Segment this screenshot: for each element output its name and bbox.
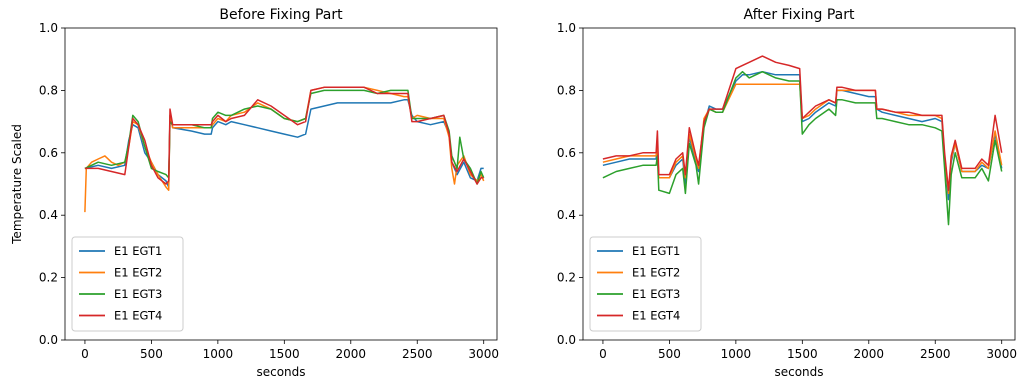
x-axis-label: seconds: [774, 365, 823, 379]
series-line-e1-egt3: [84, 89, 485, 185]
legend-label: E1 EGT4: [114, 309, 162, 323]
x-tick-label: 3000: [986, 347, 1017, 361]
x-axis-label: seconds: [256, 365, 305, 379]
legend-label: E1 EGT2: [632, 266, 680, 280]
legend-label: E1 EGT4: [632, 309, 680, 323]
y-axis-label: Temperature Scaled: [10, 124, 24, 245]
y-tick-label: 0.4: [557, 208, 576, 222]
series-line-e1-egt4: [84, 86, 484, 185]
x-tick-label: 1500: [787, 347, 818, 361]
legend-label: E1 EGT2: [114, 266, 162, 280]
x-tick-label: 1500: [269, 347, 300, 361]
legend-label: E1 EGT1: [114, 244, 162, 258]
legend: E1 EGT1 E1 EGT2 E1 EGT3 E1 EGT4: [589, 236, 702, 332]
y-tick-label: 1.0: [39, 21, 58, 35]
legend-box: [71, 236, 184, 332]
x-tick-label: 2500: [402, 347, 433, 361]
legend: E1 EGT1 E1 EGT2 E1 EGT3 E1 EGT4: [71, 236, 184, 332]
x-tick-label: 2000: [854, 347, 885, 361]
y-tick-label: 0.6: [557, 146, 576, 160]
x-tick-label: 500: [140, 347, 163, 361]
legend-label: E1 EGT1: [632, 244, 680, 258]
chart-before-fixing-part: 0.0 0.2 0.4 0.6 0.8 1.0 0 500 1000 1500 2000 2500 30…: [10, 7, 499, 379]
y-tick-label: 0.0: [557, 333, 576, 347]
y-tick-label: 0.8: [39, 83, 58, 97]
series-line-e1-egt3: [602, 70, 1003, 226]
chart-title: Before Fixing Part: [219, 7, 343, 23]
y-tick-label: 0.4: [39, 208, 58, 222]
x-tick-label: 0: [599, 347, 607, 361]
legend-box: [589, 236, 702, 332]
legend-label: E1 EGT3: [632, 287, 680, 301]
x-tick-label: 2500: [920, 347, 951, 361]
y-tick-label: 0.8: [557, 83, 576, 97]
y-tick-label: 0.6: [39, 146, 58, 160]
plot-frame: [582, 27, 1016, 341]
x-tick-label: 0: [81, 347, 89, 361]
chart-title: After Fixing Part: [743, 7, 855, 23]
legend-label: E1 EGT3: [114, 287, 162, 301]
y-tick-label: 0.2: [39, 271, 58, 285]
chart-after-fixing-part: 0.0 0.2 0.4 0.6 0.8 1.0 0 500 1000 1500 2000 2500 30…: [557, 7, 1017, 379]
x-tick-label: 500: [658, 347, 681, 361]
series-line-e1-egt4: [602, 55, 1003, 191]
y-tick-label: 0.0: [39, 333, 58, 347]
x-tick-label: 1000: [721, 347, 752, 361]
x-tick-label: 3000: [468, 347, 499, 361]
y-tick-label: 1.0: [557, 21, 576, 35]
plot-frame: [64, 27, 498, 341]
x-tick-label: 2000: [336, 347, 367, 361]
x-tick-label: 1000: [203, 347, 234, 361]
y-tick-label: 0.2: [557, 271, 576, 285]
